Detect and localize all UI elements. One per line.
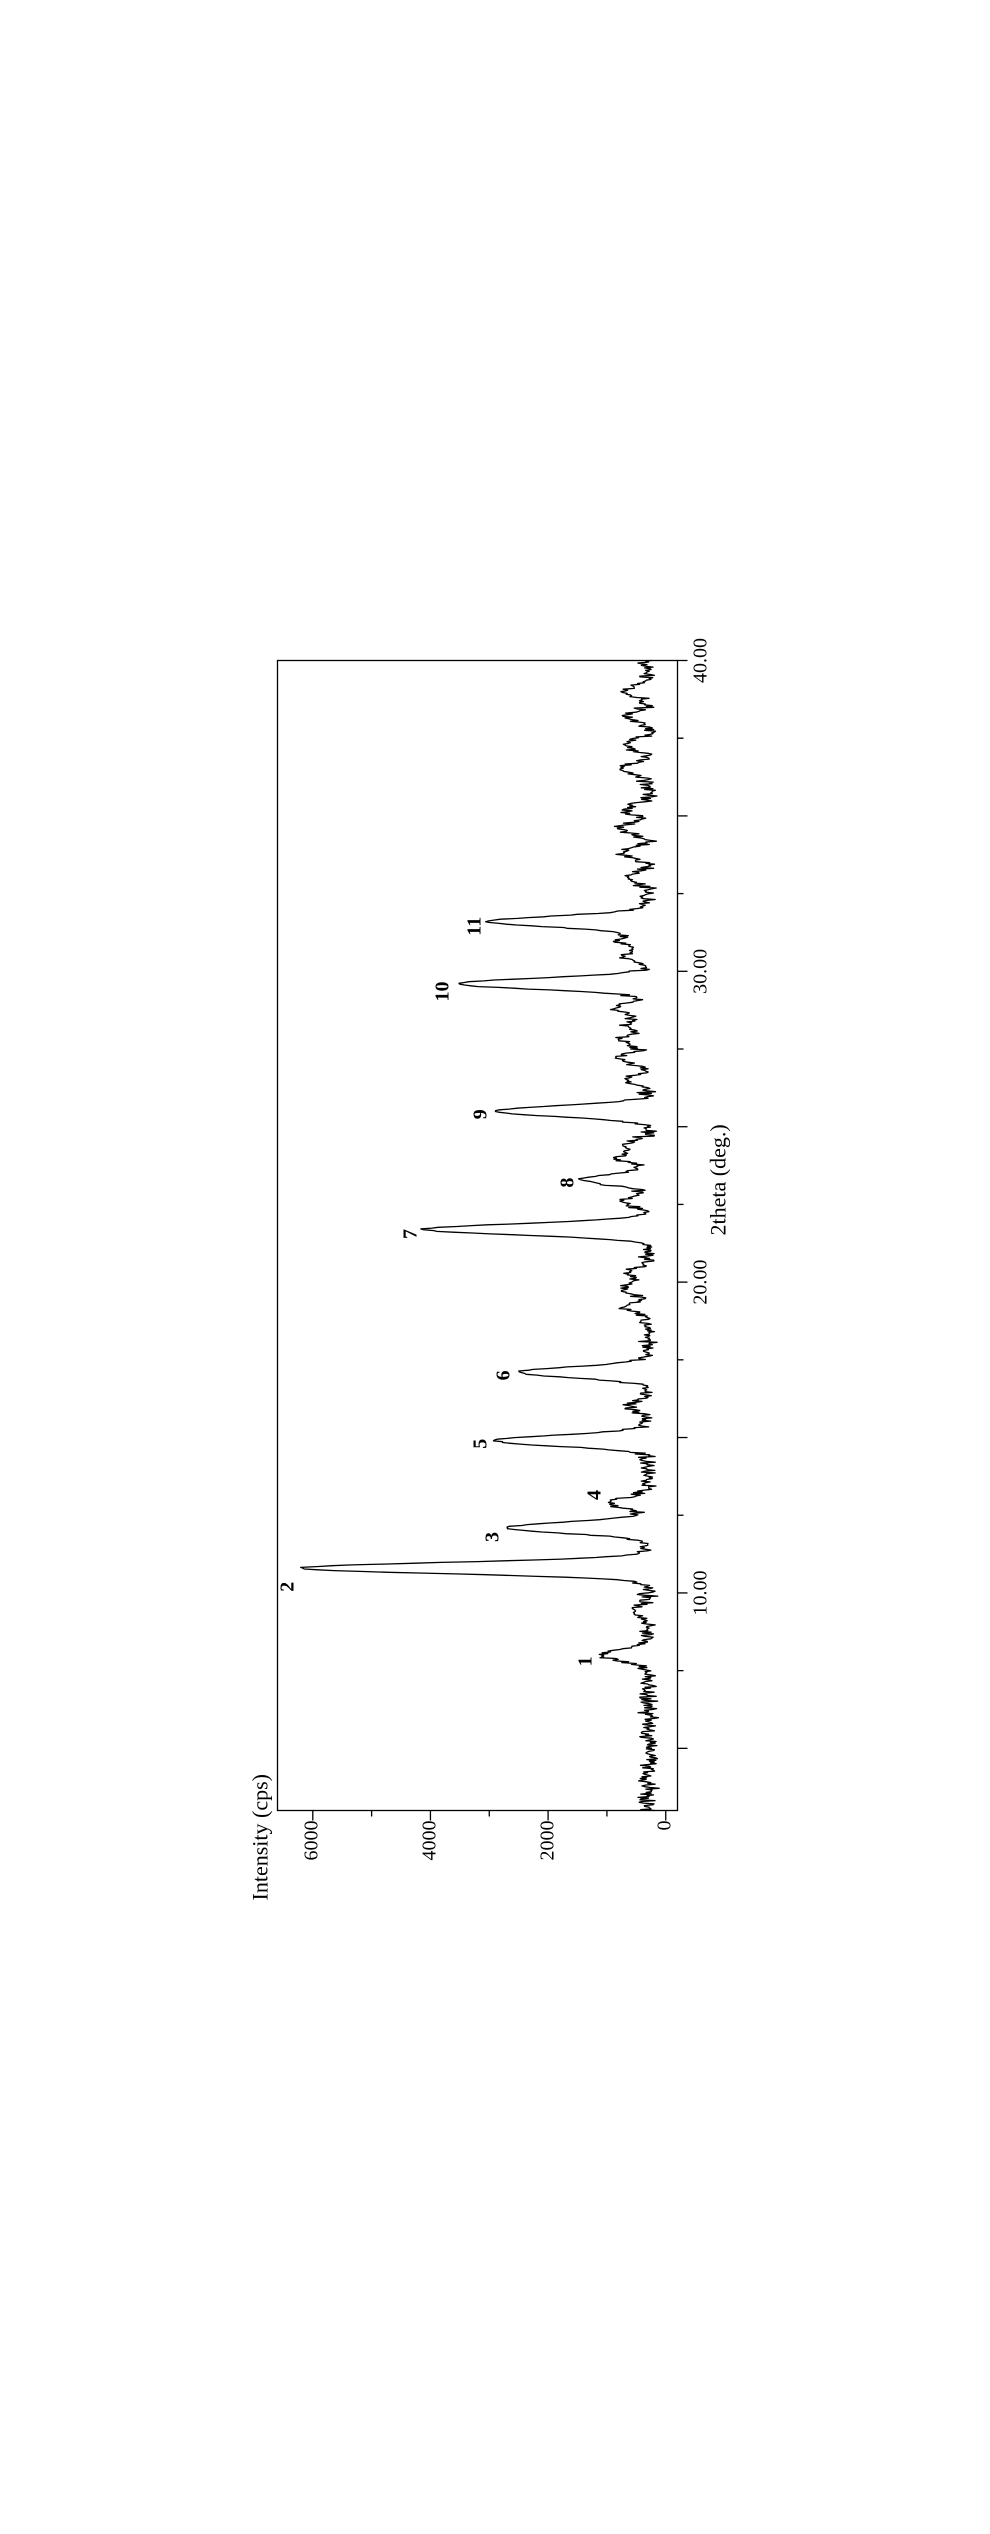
x-tick-label: 30.00 [690, 949, 713, 994]
y-tick-label: 0 [654, 1821, 677, 1891]
peak-label: 9 [469, 1109, 492, 1119]
peak-label: 11 [463, 917, 486, 936]
figure-container: Intensity (cps) 2theta (deg.) 0200040006… [248, 634, 743, 1901]
peak-label: 8 [557, 1178, 580, 1188]
y-tick-label: 6000 [301, 1821, 324, 1891]
peak-label: 3 [481, 1532, 504, 1542]
x-tick-label: 10.00 [690, 1570, 713, 1615]
peak-label: 10 [431, 982, 454, 1002]
xrd-chart: Intensity (cps) 2theta (deg.) 0200040006… [248, 634, 743, 1901]
x-tick-label: 40.00 [690, 638, 713, 683]
x-axis-label: 2theta (deg.) [706, 1124, 732, 1235]
x-tick-label: 20.00 [690, 1260, 713, 1305]
peak-label: 4 [584, 1490, 607, 1500]
peak-label: 7 [399, 1229, 422, 1239]
y-tick-label: 2000 [536, 1821, 559, 1891]
peak-label: 5 [469, 1439, 492, 1449]
plot-area [248, 651, 698, 1901]
y-tick-label: 4000 [418, 1821, 441, 1891]
peak-label: 1 [574, 1656, 597, 1666]
peak-label: 6 [493, 1370, 516, 1380]
peak-label: 2 [277, 1582, 300, 1592]
